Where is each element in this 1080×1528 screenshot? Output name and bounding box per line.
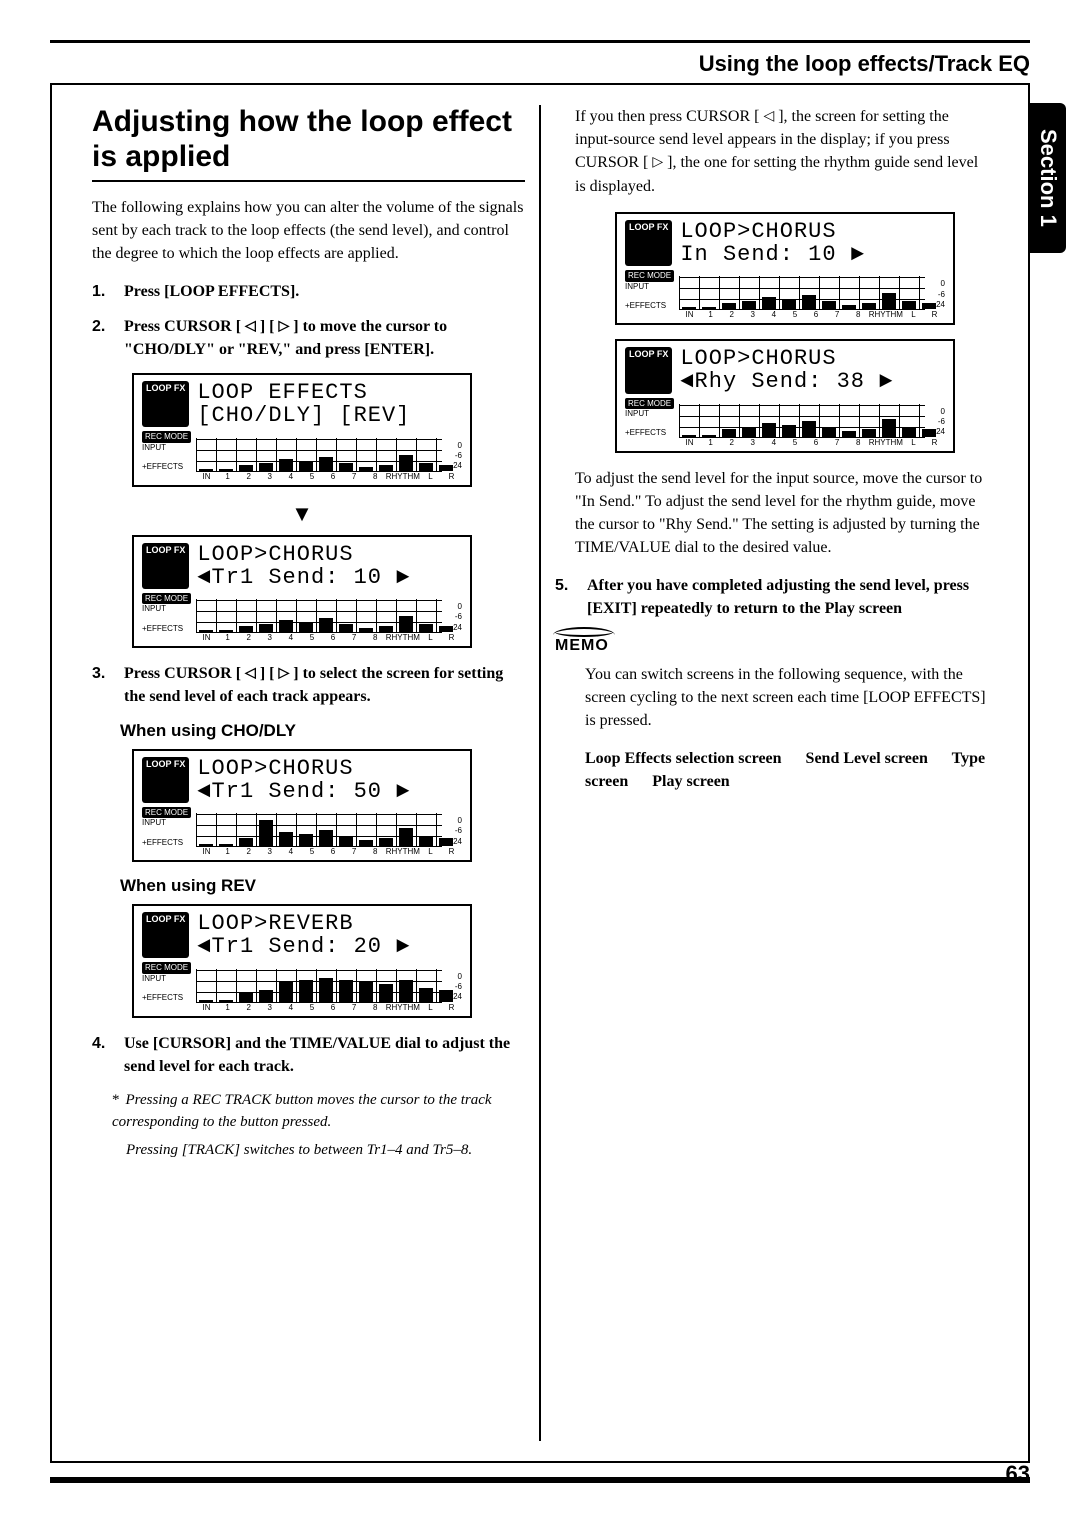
cursor-right-icon: ▷ [278, 317, 289, 337]
loop-fx-badge: LOOP FX [142, 912, 189, 958]
axis-labels: IN12345678RHYTHMLR [196, 847, 462, 856]
lcd-panel-3: LOOP FX LOOP>CHORUS ◄Tr1 Send: 50 ► REC … [132, 749, 525, 863]
lcd4-line1: LOOP>REVERB [197, 912, 410, 935]
axis-labels: IN12345678RHYTHMLR [679, 438, 945, 447]
lcd-panel-5: LOOP FX LOOP>CHORUS In Send: 10 ► REC MO… [615, 212, 988, 326]
subhead-cho-dly: When using CHO/DLY [120, 721, 525, 741]
input-label: INPUT [142, 443, 166, 452]
right-para-1: If you then press CURSOR [ ◁ ], the scre… [575, 105, 988, 198]
title-underline [92, 180, 525, 182]
lcd-panel-1: LOOP FX LOOP EFFECTS [CHO/DLY] [REV] REC… [132, 373, 525, 487]
memo-para-2: Loop Effects selection screen Send Level… [585, 747, 988, 793]
loop-fx-badge: LOOP FX [142, 381, 189, 427]
footer-rule: 63 [50, 1477, 1030, 1483]
step-3: 3. Press CURSOR [ ◁ ] [ ▷ ] to select th… [92, 662, 525, 708]
step-4: 4. Use [CURSOR] and the TIME/VALUE dial … [92, 1032, 525, 1078]
cursor-left-icon: ◁ [245, 317, 256, 337]
level-grid [196, 599, 442, 633]
lcd2-line2: ◄Tr1 Send: 10 ► [197, 566, 410, 589]
cursor-left-icon: ◁ [245, 664, 256, 684]
loop-fx-badge: LOOP FX [142, 543, 189, 589]
running-header: Using the loop effects/Track EQ [50, 51, 1030, 83]
axis-labels: IN12345678RHYTHMLR [196, 1003, 462, 1012]
subhead-rev: When using REV [120, 876, 525, 896]
step-2: 2. Press CURSOR [ ◁ ] [ ▷ ] to move the … [92, 315, 525, 361]
page-title: Adjusting how the loop effect is applied [92, 105, 525, 174]
left-column: Adjusting how the loop effect is applied… [78, 105, 539, 1441]
memo-para-1: You can switch screens in the following … [585, 663, 988, 733]
page-number: 63 [1006, 1461, 1030, 1487]
level-grid [679, 276, 925, 310]
lcd1-line2: [CHO/DLY] [REV] [197, 404, 410, 427]
axis-labels: IN12345678RHYTHMLR [196, 472, 462, 481]
loop-fx-badge: LOOP FX [625, 347, 672, 393]
lcd3-line1: LOOP>CHORUS [197, 757, 410, 780]
cursor-right-icon: ▷ [278, 664, 289, 684]
lcd1-line1: LOOP EFFECTS [197, 381, 410, 404]
lcd-panel-4: LOOP FX LOOP>REVERB ◄Tr1 Send: 20 ► REC … [132, 904, 525, 1018]
footnote-1: *Pressing a REC TRACK button moves the c… [112, 1090, 525, 1134]
lcd6-line2: ◄Rhy Send: 38 ► [680, 370, 893, 393]
top-rule [50, 40, 1030, 43]
recmode-label: REC MODE [142, 431, 191, 443]
lcd6-line1: LOOP>CHORUS [680, 347, 893, 370]
level-grid [196, 813, 442, 847]
loop-fx-badge: LOOP FX [142, 757, 189, 803]
lcd-panel-6: LOOP FX LOOP>CHORUS ◄Rhy Send: 38 ► REC … [615, 339, 988, 453]
right-column: If you then press CURSOR [ ◁ ], the scre… [541, 105, 1002, 1441]
axis-labels: IN12345678RHYTHMLR [679, 310, 945, 319]
right-para-2: To adjust the send level for the input s… [575, 467, 988, 560]
lcd2-line1: LOOP>CHORUS [197, 543, 410, 566]
effects-label: +EFFECTS [142, 462, 183, 471]
axis-labels: IN12345678RHYTHMLR [196, 633, 462, 642]
intro-paragraph: The following explains how you can alter… [92, 196, 525, 266]
step-1: 1. Press [LOOP EFFECTS]. [92, 280, 525, 303]
level-grid [679, 404, 925, 438]
level-grid [196, 969, 442, 1003]
content-frame: Section 1 Adjusting how the loop effect … [50, 83, 1030, 1463]
footnote-2: Pressing [TRACK] switches to between Tr1… [126, 1140, 525, 1162]
cursor-left-icon: ◁ [763, 107, 774, 127]
arrow-down-icon: ▼ [132, 501, 472, 527]
lcd-panel-2: LOOP FX LOOP>CHORUS ◄Tr1 Send: 10 ► REC … [132, 535, 525, 649]
lcd3-line2: ◄Tr1 Send: 50 ► [197, 780, 410, 803]
lcd4-line2: ◄Tr1 Send: 20 ► [197, 935, 410, 958]
lcd5-line1: LOOP>CHORUS [680, 220, 865, 243]
memo-heading: MEMO [555, 632, 988, 655]
level-grid [196, 438, 442, 472]
section-tab: Section 1 [1030, 103, 1066, 253]
loop-fx-badge: LOOP FX [625, 220, 672, 266]
cursor-right-icon: ▷ [652, 153, 663, 173]
lcd5-line2: In Send: 10 ► [680, 243, 865, 266]
step-5: 5. After you have completed adjusting th… [555, 574, 988, 620]
